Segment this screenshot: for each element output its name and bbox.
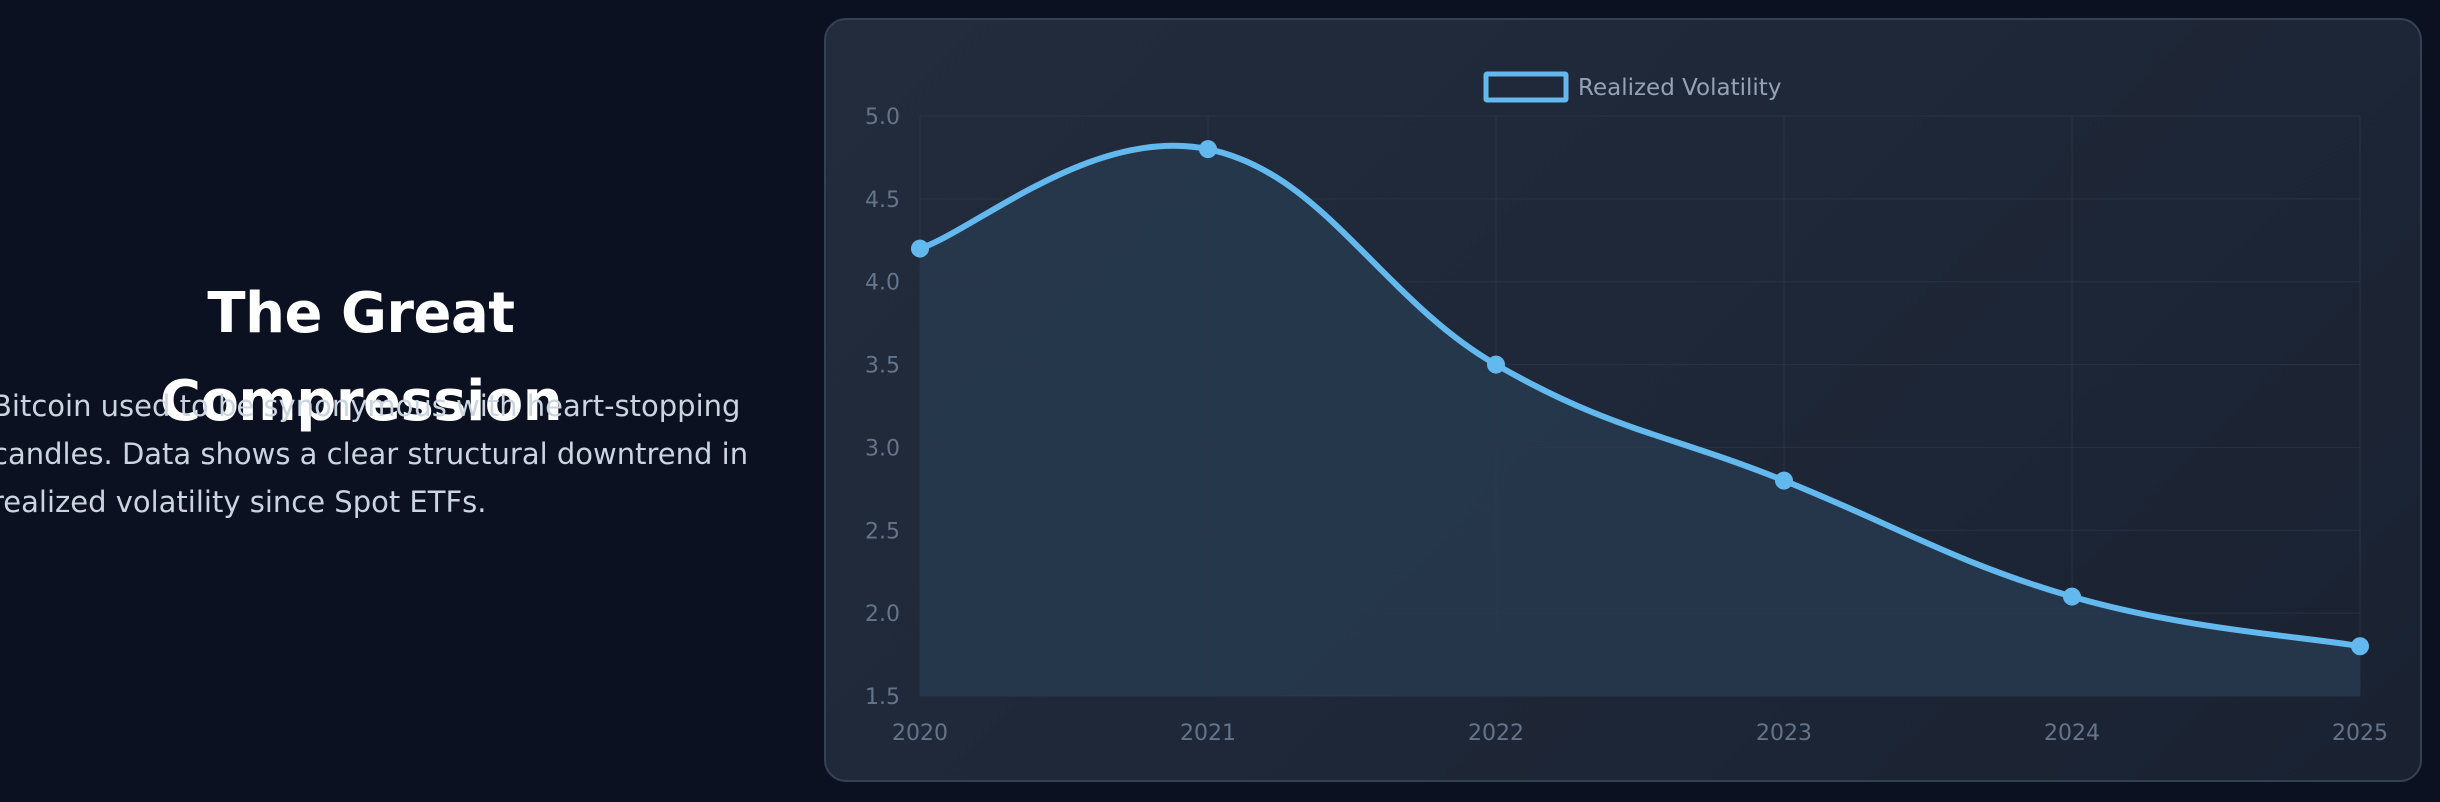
intro-description: Bitcoin used to be synonymous with heart… [0,389,749,519]
series-line [917,142,2363,650]
y-tick-label-4: 3.0 [865,436,900,461]
x-tick-label-5: 2025 [2332,721,2388,746]
data-point-2024[interactable] [2063,587,2081,606]
volatility-line-chart: 5.0 4.5 4.0 3.5 3.0 2.5 2.0 1.5 2020 2021 2022 2023… [865,71,2388,746]
y-tick-label-7: 1.5 [865,685,900,710]
legend-label[interactable]: Realized Volatility [1578,75,1781,101]
y-tick-label-2: 4.0 [865,271,900,296]
data-point-2022[interactable] [1487,355,1505,374]
data-point-2021[interactable] [1199,140,1217,159]
y-tick-label-6: 2.0 [865,602,900,627]
x-tick-label-3: 2023 [1756,721,1812,746]
page-title: The Great Compression [159,281,563,434]
data-point-2025[interactable] [2351,637,2369,656]
legend-swatch[interactable] [1483,71,1569,103]
y-tick-label-5: 2.5 [865,519,900,544]
x-tick-label-0: 2020 [892,721,948,746]
y-tick-label-0: 5.0 [865,105,900,130]
chart-card: 5.0 4.5 4.0 3.5 3.0 2.5 2.0 1.5 2020 2021 2022 2023… [824,18,2422,782]
y-tick-label-1: 4.5 [865,188,900,213]
series-area-fill [920,145,2360,697]
y-tick-label-3: 3.5 [865,354,900,379]
data-point-2020[interactable] [911,239,929,258]
x-tick-label-1: 2021 [1180,721,1236,746]
x-tick-label-4: 2024 [2044,721,2100,746]
data-point-2023[interactable] [1775,471,1793,490]
x-tick-label-2: 2022 [1468,721,1524,746]
